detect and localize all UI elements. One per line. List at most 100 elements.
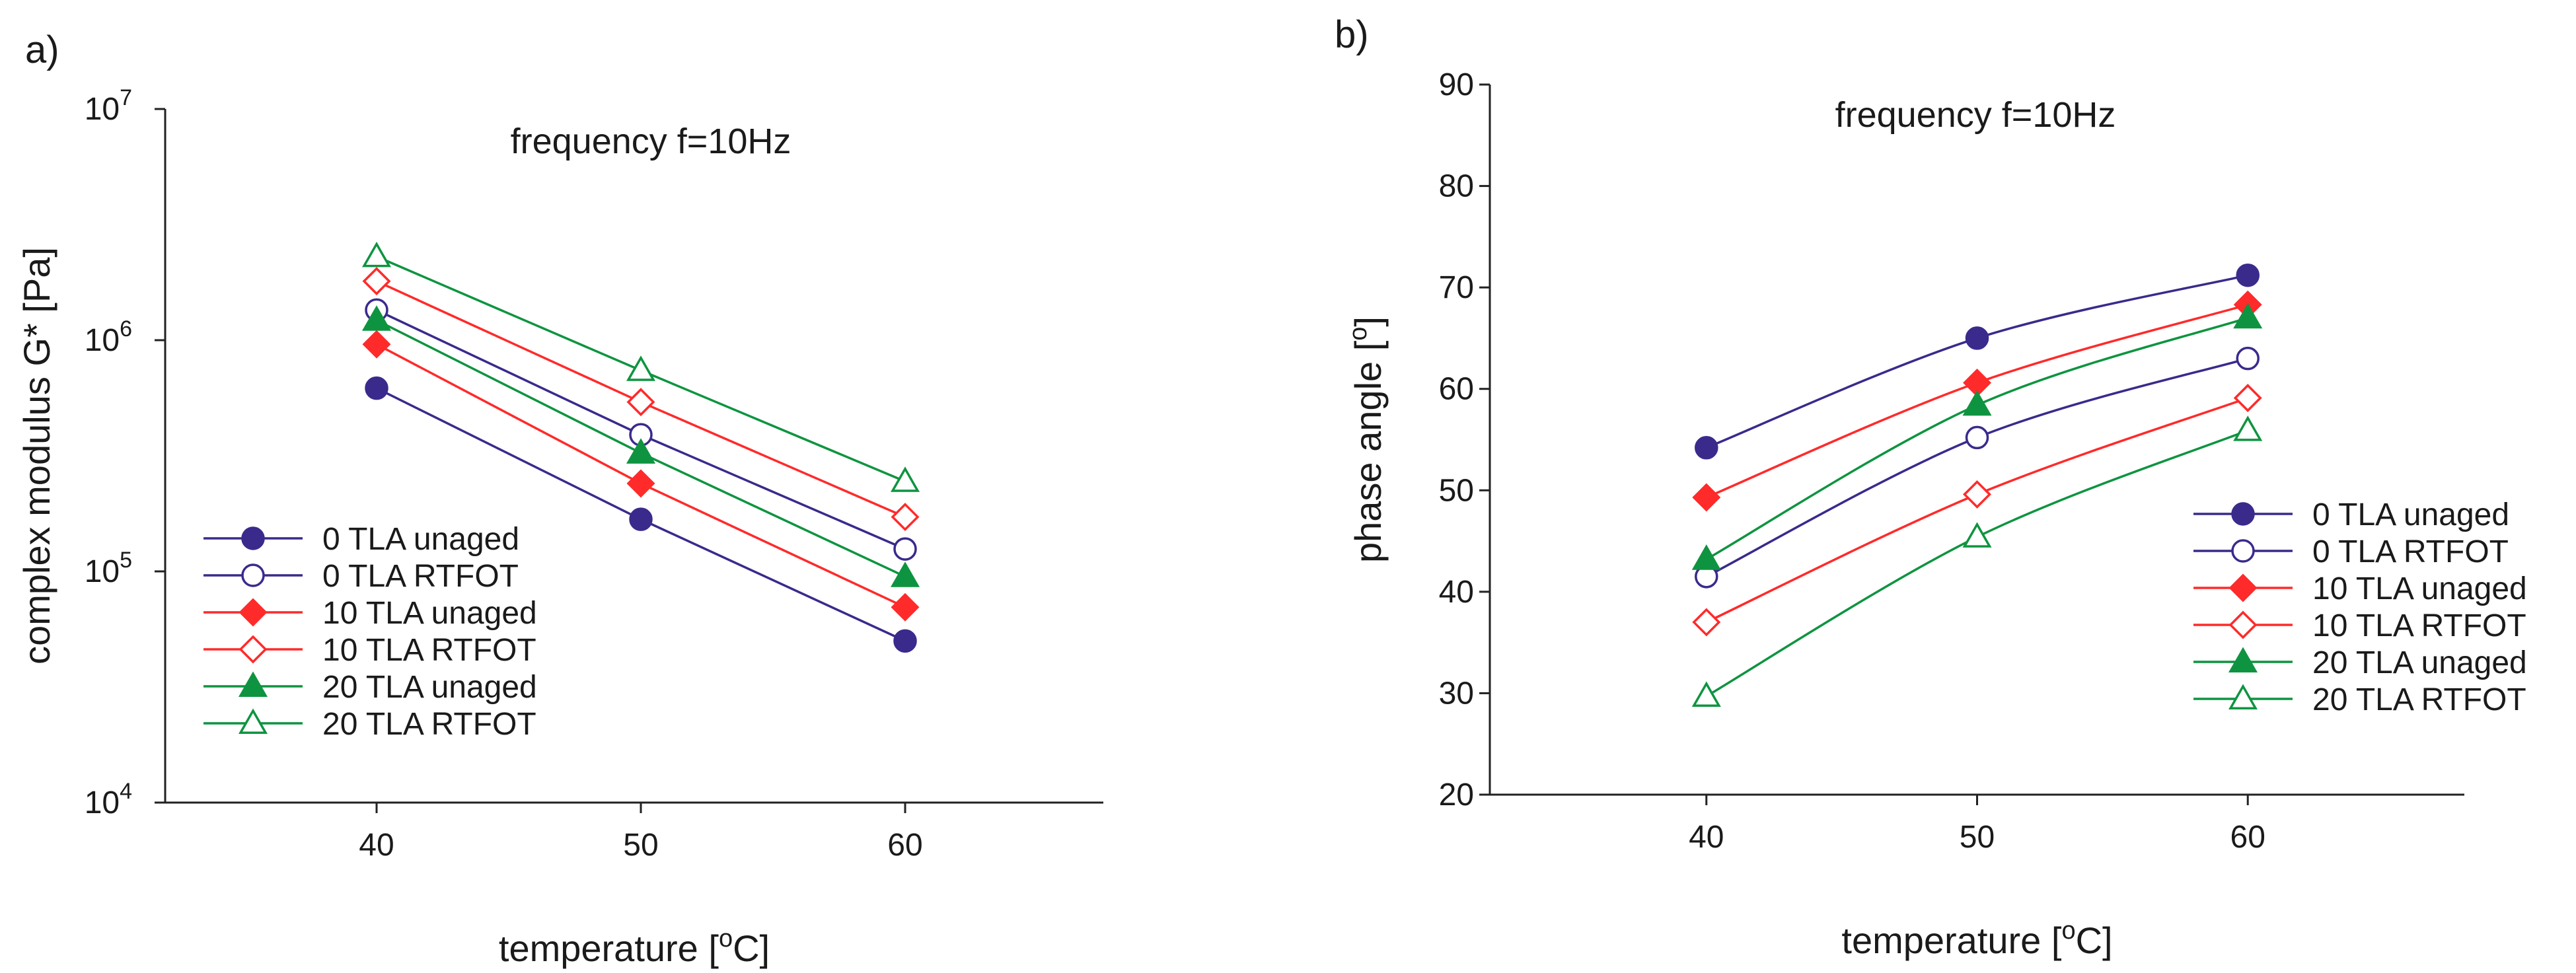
data-point: [626, 469, 655, 498]
y-tick-label: 70: [1439, 270, 1474, 305]
y-axis-title: phase angle [o]: [1344, 316, 1389, 563]
data-point: [890, 561, 920, 587]
x-axis-unit-degree: o: [2061, 917, 2075, 945]
y-axis-unit-degree: o: [1344, 327, 1372, 341]
data-point: [1691, 681, 1721, 707]
legend-label: 0 TLA RTFOT: [322, 559, 519, 594]
data-point: [2233, 384, 2262, 413]
series-0-tla-unaged: [365, 376, 917, 653]
series-20-tla-rtfot: [361, 241, 920, 492]
legend-marker: [239, 598, 268, 627]
x-tick-label: 60: [887, 828, 922, 863]
y-tick-label: 90: [1439, 67, 1474, 102]
legend-marker: [2228, 684, 2258, 709]
data-point: [1695, 436, 1718, 460]
data-point: [891, 593, 920, 622]
y-tick-label: 20: [1439, 777, 1474, 812]
x-tick-label: 50: [623, 828, 658, 863]
legend-marker: [2228, 647, 2258, 672]
data-point: [1965, 326, 1989, 350]
y-tick-exponent: 6: [120, 316, 132, 342]
y-tick-label: 50: [1439, 473, 1474, 508]
data-point: [629, 507, 653, 531]
data-point: [1962, 522, 1992, 548]
x-axis-title-text: temperature: [1841, 919, 2041, 961]
data-point: [361, 305, 392, 331]
x-axis-unit-close: C]: [733, 927, 770, 969]
y-tick-base: 10: [85, 785, 120, 820]
x-axis-unit-close: C]: [2076, 919, 2113, 961]
data-point: [2236, 346, 2260, 371]
legend-label: 0 TLA unaged: [322, 522, 519, 557]
data-point: [890, 466, 920, 492]
y-axis-title-text: phase angle: [1347, 361, 1389, 563]
legend-label: 20 TLA RTFOT: [322, 707, 536, 742]
x-tick-label: 40: [1689, 820, 1724, 855]
panel-label: a): [25, 28, 59, 71]
series-0-tla-unaged: [1695, 263, 2260, 460]
y-axis-title: complex modulus G* [Pa]: [16, 247, 57, 665]
y-tick-label: 106: [85, 316, 132, 358]
x-axis-title: temperature [oC]: [499, 925, 770, 969]
data-point: [2236, 263, 2260, 287]
legend-label: 10 TLA RTFOT: [2312, 608, 2526, 643]
data-point: [361, 241, 392, 268]
legend-marker: [2228, 573, 2258, 602]
legend-marker: [239, 635, 268, 664]
frequency-annotation: frequency f=10Hz: [511, 122, 791, 161]
y-tick-base: 10: [85, 92, 120, 127]
x-tick-label: 50: [1960, 820, 1995, 855]
x-axis-unit-degree: o: [719, 925, 733, 953]
data-point: [1691, 544, 1721, 570]
y-tick-label: 30: [1439, 676, 1474, 711]
y-tick-label: 80: [1439, 169, 1474, 204]
y-tick-base: 10: [85, 323, 120, 358]
legend-label: 0 TLA unaged: [2312, 497, 2509, 532]
x-axis-title: temperature [oC]: [1841, 917, 2112, 961]
panel-label: b): [1335, 13, 1369, 56]
legend-label: 10 TLA RTFOT: [322, 633, 536, 668]
y-tick-label: 104: [85, 779, 132, 820]
x-tick-label: 60: [2230, 820, 2265, 855]
legend-label: 20 TLA unaged: [2312, 645, 2527, 680]
legend-label: 10 TLA unaged: [322, 596, 537, 631]
x-axis-unit-open: [: [2041, 919, 2062, 961]
data-point: [2233, 303, 2263, 329]
series-20-tla-rtfot: [1691, 415, 2263, 707]
legend-label: 20 TLA unaged: [322, 670, 537, 705]
series-10-tla-rtfot: [1692, 384, 2262, 637]
legend-marker: [238, 671, 268, 697]
y-tick-label: 40: [1439, 575, 1474, 610]
data-point: [365, 376, 388, 400]
y-tick-exponent: 7: [120, 85, 132, 110]
series-line: [1705, 429, 2248, 698]
series-10-tla-unaged: [362, 330, 920, 622]
legend-marker: [241, 526, 265, 550]
legend-label: 0 TLA RTFOT: [2312, 534, 2509, 569]
data-point: [626, 438, 656, 464]
legend-marker: [241, 563, 265, 587]
data-point: [1692, 608, 1721, 637]
y-tick-base: 10: [85, 554, 120, 589]
series-line: [1706, 274, 2248, 449]
data-point: [1965, 425, 1989, 450]
data-point: [626, 355, 656, 381]
series-0-tla-rtfot: [1695, 346, 2260, 589]
data-point: [362, 267, 391, 296]
frequency-annotation: frequency f=10Hz: [1835, 95, 2116, 135]
y-axis-unit-open: [: [1347, 340, 1389, 361]
legend-marker: [2231, 539, 2255, 563]
x-axis-unit-open: [: [698, 927, 719, 969]
data-point: [1692, 483, 1721, 512]
data-point: [362, 330, 391, 359]
y-tick-label: 60: [1439, 372, 1474, 407]
legend-marker: [2231, 502, 2255, 526]
data-point: [893, 629, 917, 653]
series-10-tla-rtfot: [362, 267, 920, 532]
data-point: [2233, 415, 2263, 441]
y-axis-unit-close: ]: [1347, 316, 1389, 327]
y-tick-exponent: 4: [120, 779, 132, 804]
